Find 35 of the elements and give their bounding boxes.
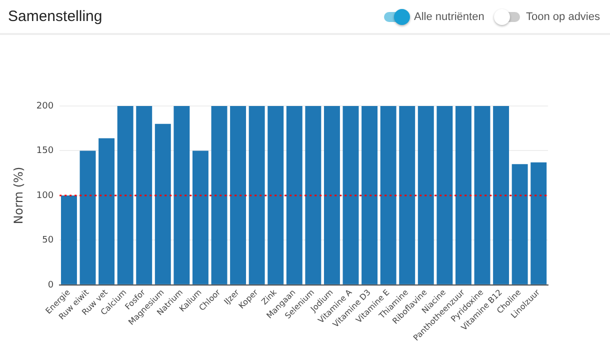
bar bbox=[455, 106, 472, 284]
y-tick-label: 200 bbox=[36, 101, 54, 112]
bar bbox=[324, 106, 340, 284]
bar bbox=[399, 106, 416, 284]
y-tick-label: 50 bbox=[42, 236, 54, 246]
bar bbox=[60, 195, 77, 284]
text: Alle nutriënten bbox=[414, 11, 484, 23]
y-axis-title: Norm (%) bbox=[11, 166, 26, 224]
bar bbox=[211, 106, 228, 284]
bar bbox=[418, 106, 434, 284]
bar bbox=[512, 164, 528, 284]
bar bbox=[117, 106, 134, 284]
bar bbox=[174, 106, 190, 284]
bar bbox=[230, 106, 246, 284]
bar bbox=[436, 106, 453, 284]
bar bbox=[362, 106, 378, 284]
bar bbox=[136, 106, 152, 284]
bar bbox=[98, 138, 115, 284]
bar bbox=[248, 106, 265, 284]
y-tick-label: 0 bbox=[48, 280, 54, 290]
bar bbox=[154, 124, 171, 284]
y-tick-label: 150 bbox=[36, 146, 54, 156]
bar bbox=[342, 106, 359, 284]
y-tick-label: 100 bbox=[36, 190, 54, 201]
bar bbox=[305, 106, 322, 284]
text: Toon op advies bbox=[526, 11, 600, 23]
bar bbox=[286, 106, 302, 284]
chart-title: Samenstelling bbox=[8, 8, 102, 25]
bar bbox=[268, 106, 284, 284]
bar bbox=[493, 106, 510, 284]
bar bbox=[474, 106, 490, 284]
bar bbox=[192, 150, 208, 284]
bar bbox=[80, 150, 96, 284]
bar bbox=[530, 162, 547, 284]
bar bbox=[380, 106, 396, 284]
